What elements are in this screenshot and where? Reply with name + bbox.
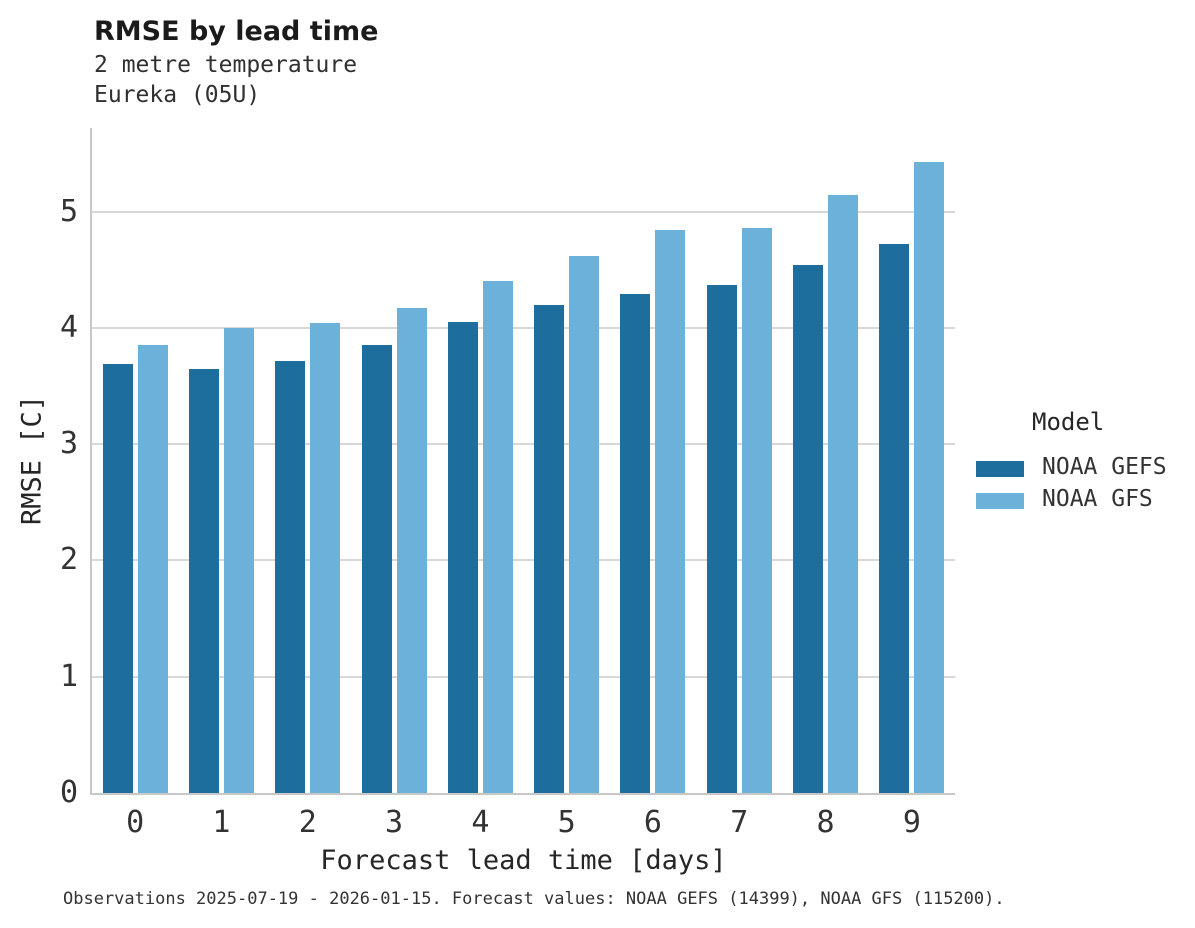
- x-tick-label-4: 4: [471, 805, 490, 840]
- bar-noaa-gefs-day-5: [534, 304, 565, 793]
- gridline-y-3: [92, 443, 955, 446]
- legend-label-noaa-gfs: NOAA GFS: [1042, 486, 1153, 512]
- bar-noaa-gefs-day-7: [706, 284, 737, 793]
- x-tick-label-9: 9: [902, 805, 921, 840]
- bar-noaa-gefs-day-2: [275, 360, 306, 793]
- gridline-y-4: [92, 326, 955, 329]
- chart-subtitle-station: Eureka (05U): [94, 82, 261, 108]
- chart-title: RMSE by lead time: [94, 16, 379, 47]
- bar-noaa-gfs-day-0: [137, 345, 168, 793]
- gridline-y-2: [92, 559, 955, 562]
- x-tick-label-1: 1: [212, 805, 231, 840]
- x-tick-label-8: 8: [816, 805, 835, 840]
- gridline-y-1: [92, 675, 955, 678]
- y-tick-label-0: 0: [59, 775, 78, 810]
- bar-noaa-gfs-day-5: [569, 255, 600, 793]
- legend-label-noaa-gefs: NOAA GEFS: [1042, 454, 1167, 480]
- x-axis-title: Forecast lead time [days]: [320, 845, 727, 876]
- gridline-y-5: [92, 210, 955, 213]
- plot-area: [90, 128, 955, 795]
- bar-noaa-gfs-day-1: [223, 327, 254, 793]
- x-tick-label-2: 2: [298, 805, 317, 840]
- chart-subtitle-variable: 2 metre temperature: [94, 52, 358, 78]
- y-axis-line: [90, 128, 92, 793]
- x-tick-label-6: 6: [643, 805, 662, 840]
- x-tick-label-5: 5: [557, 805, 576, 840]
- x-tick-label-3: 3: [385, 805, 404, 840]
- legend-title: Model: [1032, 408, 1105, 436]
- bar-noaa-gefs-day-6: [620, 294, 651, 793]
- bar-noaa-gefs-day-1: [188, 368, 219, 793]
- bar-noaa-gfs-day-6: [655, 230, 686, 793]
- bar-noaa-gfs-day-7: [741, 227, 772, 793]
- y-tick-label-2: 2: [59, 542, 78, 578]
- bar-noaa-gfs-day-3: [396, 308, 427, 793]
- bar-noaa-gefs-day-3: [361, 345, 392, 793]
- y-tick-label-3: 3: [59, 426, 78, 462]
- y-tick-label-4: 4: [59, 309, 78, 345]
- bar-noaa-gefs-day-9: [879, 244, 910, 793]
- legend-swatch-noaa-gfs: [976, 493, 1024, 509]
- bar-noaa-gfs-day-9: [914, 161, 945, 793]
- x-axis-line: [90, 793, 955, 795]
- bar-noaa-gfs-day-2: [310, 323, 341, 793]
- bar-noaa-gfs-day-8: [828, 195, 859, 793]
- footer-caption: Observations 2025-07-19 - 2026-01-15. Fo…: [63, 889, 1005, 909]
- x-tick-label-0: 0: [126, 805, 145, 840]
- x-tick-label-7: 7: [730, 805, 749, 840]
- y-tick-label-5: 5: [59, 193, 78, 229]
- bar-noaa-gefs-day-4: [447, 322, 478, 793]
- y-tick-label-1: 1: [59, 658, 78, 694]
- bar-noaa-gefs-day-0: [102, 364, 133, 793]
- bar-noaa-gfs-day-4: [482, 281, 513, 793]
- bar-noaa-gefs-day-8: [793, 265, 824, 793]
- legend-swatch-noaa-gefs: [976, 461, 1024, 477]
